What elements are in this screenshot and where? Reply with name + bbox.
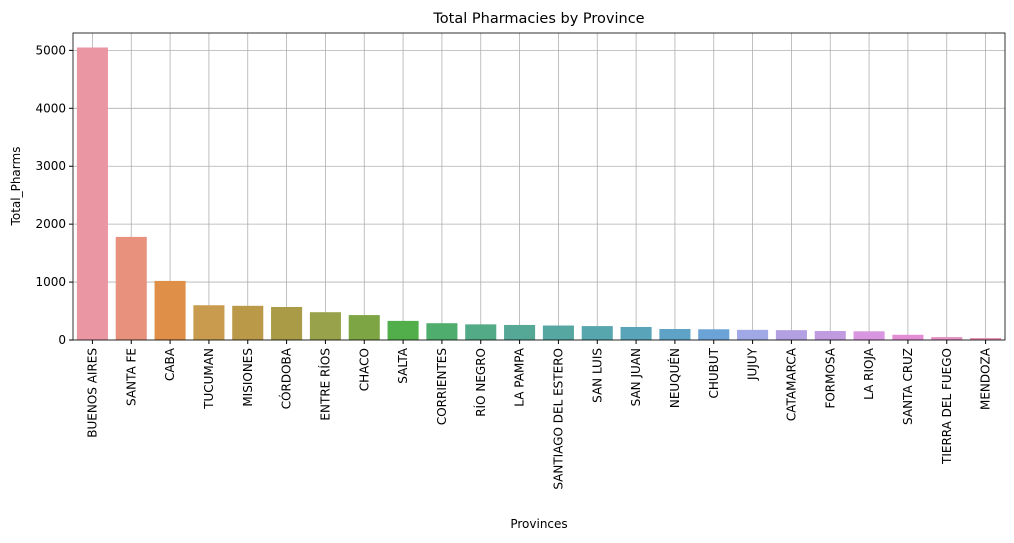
x-tick-label: TIERRA DEL FUEGO	[940, 348, 954, 465]
x-tick-label: CÓRDOBA	[279, 347, 294, 409]
x-tick-label: LA PAMPA	[513, 347, 527, 406]
bar	[76, 47, 108, 340]
bar	[465, 324, 497, 340]
x-tick-label: SANTA FE	[124, 348, 138, 406]
x-tick-label: LA RIOJA	[862, 347, 876, 400]
bar	[931, 337, 963, 340]
bar	[659, 328, 691, 340]
plot-frame	[72, 32, 1006, 341]
bar	[737, 329, 769, 340]
x-tick-label: MENDOZA	[979, 347, 993, 410]
x-tick-label: SANTA CRUZ	[901, 348, 915, 425]
x-tick-label: NEUQUÉN	[667, 348, 682, 408]
bar	[426, 323, 458, 340]
bar	[193, 305, 225, 340]
x-tick-label: SAN JUAN	[629, 348, 643, 406]
chart-title: Total Pharmacies by Province	[432, 11, 644, 27]
bar	[542, 325, 574, 340]
x-tick-label: ENTRE RÍOS	[317, 348, 332, 421]
x-tick-label: CHUBUT	[707, 347, 721, 398]
x-tick-label: MISIONES	[241, 348, 255, 407]
bar	[970, 337, 1002, 340]
x-tick-label: CHACO	[357, 348, 371, 391]
bar	[115, 236, 147, 340]
bar	[892, 334, 924, 340]
bar	[620, 326, 652, 340]
x-tick-label: RÍO NEGRO	[473, 348, 488, 417]
x-tick-label: JUJUY	[746, 347, 760, 381]
bar	[387, 320, 419, 340]
y-tick-label: 2000	[35, 217, 66, 231]
bar	[775, 330, 807, 340]
x-tick-label: CORRIENTES	[435, 348, 449, 425]
bar	[232, 305, 264, 340]
y-axis-label: Total_Pharms	[9, 147, 23, 227]
y-tick-label: 1000	[35, 275, 66, 289]
bar	[504, 324, 536, 340]
y-tick-label: 3000	[35, 159, 66, 173]
bar	[309, 312, 341, 340]
x-axis-label: Provinces	[510, 517, 567, 531]
y-tick-label: 0	[58, 333, 66, 347]
y-tick-label: 4000	[35, 101, 66, 115]
x-tick-label: SAN LUIS	[590, 348, 604, 403]
bar	[698, 329, 730, 340]
x-tick-label: BUENOS AIRES	[85, 348, 99, 438]
bar	[348, 315, 380, 340]
bar	[853, 331, 885, 340]
bar	[154, 280, 186, 340]
bar	[814, 331, 846, 340]
y-tick-label: 5000	[35, 43, 66, 57]
x-tick-label: TUCUMAN	[202, 348, 216, 410]
x-tick-label: CATAMARCA	[784, 347, 798, 421]
x-tick-label: SALTA	[396, 347, 410, 383]
bar	[271, 306, 303, 340]
x-tick-label: FORMOSA	[823, 347, 837, 408]
x-tick-label: SANTIAGO DEL ESTERO	[551, 348, 565, 490]
x-tick-label: CABA	[163, 347, 177, 381]
bar	[581, 326, 613, 340]
